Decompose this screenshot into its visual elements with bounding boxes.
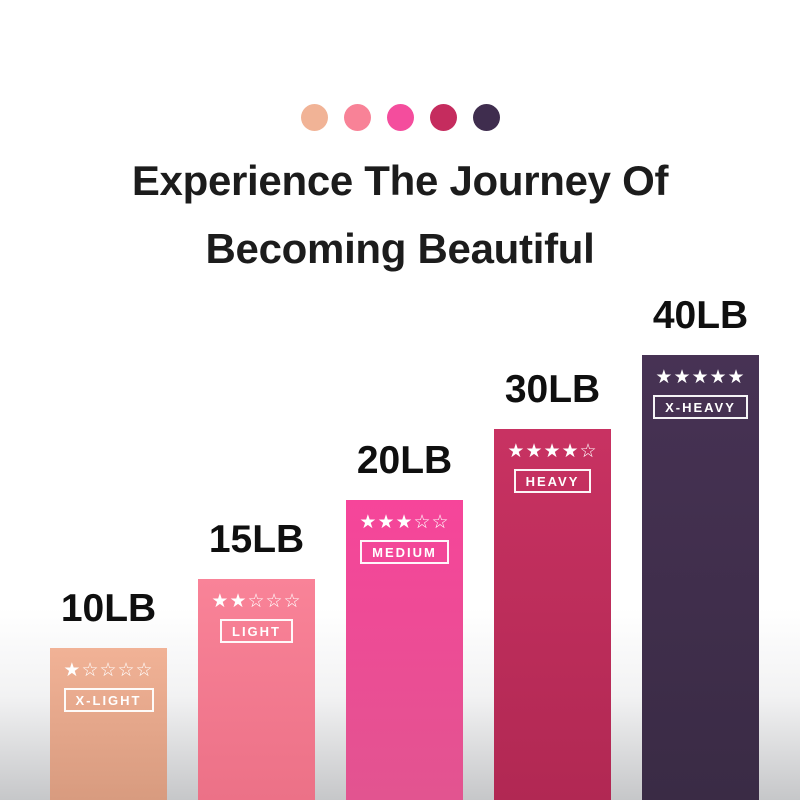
level-label: MEDIUM: [360, 540, 449, 564]
bar-column-heavy: 30LB ★★★★☆ HEAVY: [494, 370, 611, 800]
bar-medium: ★★★☆☆ MEDIUM: [346, 500, 463, 800]
bar-column-x-light: 10LB ★☆☆☆☆ X-LIGHT: [50, 589, 167, 800]
palette-dots: [0, 104, 800, 131]
star-rating: ★★★☆☆: [359, 512, 450, 533]
page-title: Experience The Journey Of Becoming Beaut…: [0, 147, 800, 283]
page-title-line2: Becoming Beautiful: [205, 225, 595, 272]
star-rating: ★☆☆☆☆: [63, 660, 154, 681]
level-label: X-LIGHT: [63, 688, 154, 712]
level-label: X-HEAVY: [653, 395, 748, 419]
bar-x-heavy: ★★★★★ X-HEAVY: [642, 355, 759, 800]
star-rating: ★★★★★: [655, 367, 746, 388]
weight-label: 10LB: [60, 587, 157, 630]
level-label: LIGHT: [220, 619, 293, 643]
weight-label: 30LB: [504, 368, 601, 411]
medium-dot: [386, 104, 414, 131]
x-light-dot: [300, 104, 328, 131]
bar-heavy: ★★★★☆ HEAVY: [494, 429, 611, 800]
star-rating: ★★☆☆☆: [211, 591, 302, 612]
bar-column-light: 15LB ★★☆☆☆ LIGHT: [198, 520, 315, 800]
weight-label: 20LB: [356, 439, 453, 482]
heavy-dot: [429, 104, 457, 131]
x-heavy-dot: [472, 104, 500, 131]
weight-label: 40LB: [652, 294, 749, 337]
bar-column-medium: 20LB ★★★☆☆ MEDIUM: [346, 441, 463, 800]
bar-column-x-heavy: 40LB ★★★★★ X-HEAVY: [642, 296, 759, 800]
bar-light: ★★☆☆☆ LIGHT: [198, 579, 315, 800]
star-rating: ★★★★☆: [507, 441, 598, 462]
light-dot: [343, 104, 371, 131]
bar-x-light: ★☆☆☆☆ X-LIGHT: [50, 648, 167, 800]
bar-chart: 10LB ★☆☆☆☆ X-LIGHT 15LB ★★☆☆☆ LIGHT 20LB…: [50, 296, 759, 800]
weight-label: 15LB: [208, 518, 305, 561]
level-label: HEAVY: [513, 469, 592, 493]
page-title-line1: Experience The Journey Of: [131, 157, 669, 204]
